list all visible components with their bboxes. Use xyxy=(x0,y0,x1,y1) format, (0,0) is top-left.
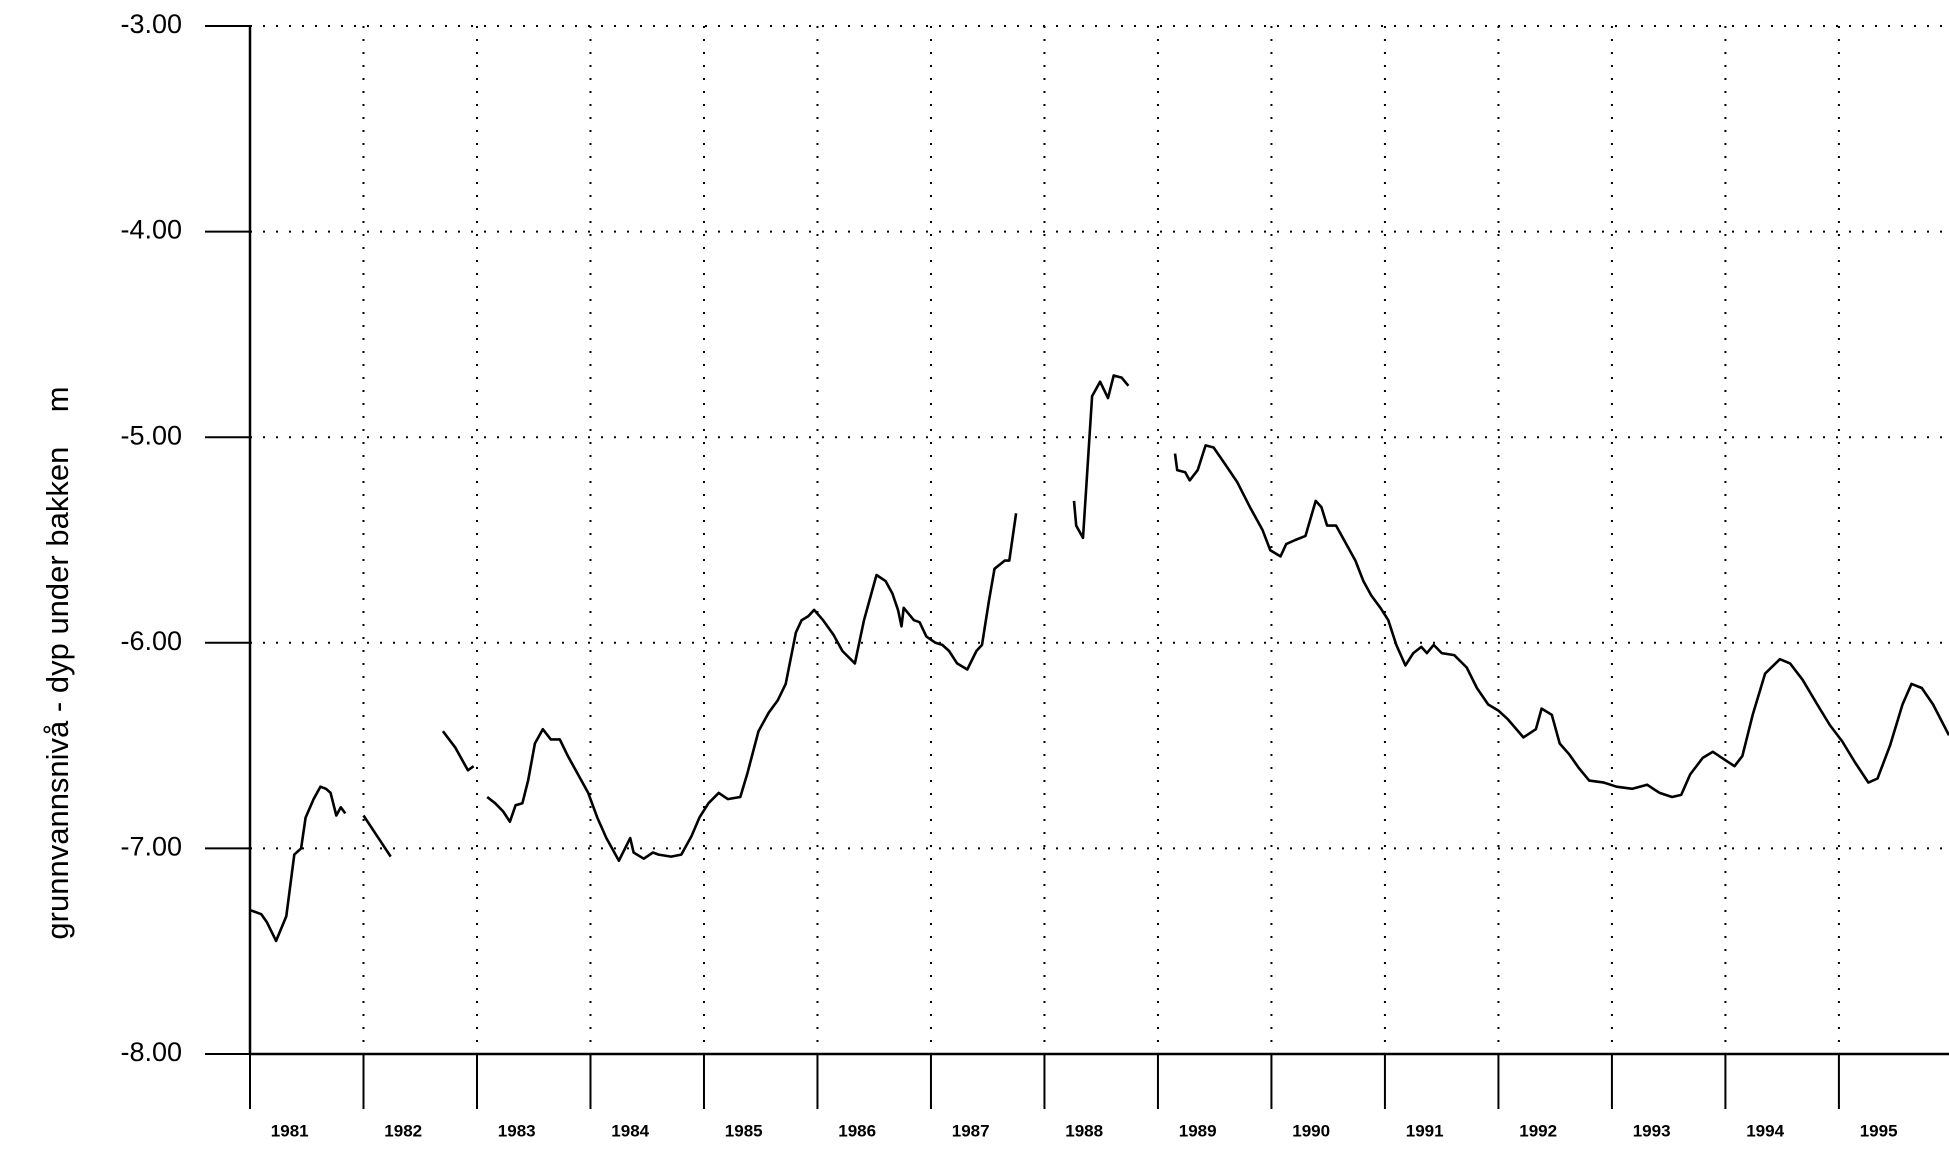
x-tick-label: 1988 xyxy=(1065,1121,1103,1140)
y-tick-label: -5.00 xyxy=(120,420,182,450)
x-tick-label: 1990 xyxy=(1292,1121,1330,1140)
x-tick-label: 1983 xyxy=(498,1121,536,1140)
data-line xyxy=(249,785,347,943)
x-tick-label: 1982 xyxy=(384,1121,422,1140)
y-tick-label: -4.00 xyxy=(120,215,182,245)
y-tick-label: -3.00 xyxy=(120,9,182,39)
y-tick-label: -8.00 xyxy=(120,1037,182,1067)
x-tick-label: 1986 xyxy=(838,1121,876,1140)
x-tick-label: 1995 xyxy=(1860,1121,1898,1140)
x-tick-label: 1984 xyxy=(611,1121,649,1140)
y-tick-label: -6.00 xyxy=(120,626,182,656)
x-tick-label: 1985 xyxy=(725,1121,763,1140)
x-tick-label: 1987 xyxy=(952,1121,990,1140)
x-tick-label: 1991 xyxy=(1406,1121,1444,1140)
data-line xyxy=(1072,374,1130,540)
y-tick-label: -7.00 xyxy=(120,832,182,862)
data-line xyxy=(486,513,1018,862)
x-tick-label: 1994 xyxy=(1746,1121,1784,1140)
x-tick-label: 1993 xyxy=(1633,1121,1671,1140)
x-tick-label: 1989 xyxy=(1179,1121,1217,1140)
y-axis-label: grunnvannsnivå - dyp under bakken m xyxy=(40,386,75,939)
x-tick-label: 1981 xyxy=(271,1121,309,1140)
data-line xyxy=(441,730,475,772)
data-line xyxy=(1173,444,1949,799)
data-line xyxy=(362,814,392,858)
x-tick-label: 1992 xyxy=(1519,1121,1557,1140)
